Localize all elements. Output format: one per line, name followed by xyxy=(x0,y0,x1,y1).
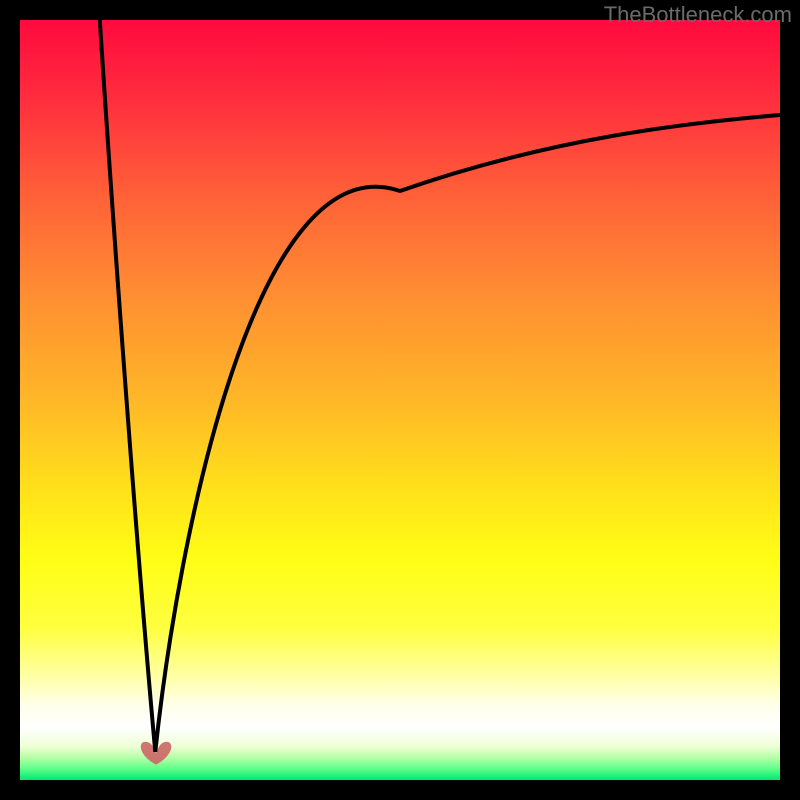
gradient-background xyxy=(20,20,780,780)
chart-container: TheBottleneck.com xyxy=(0,0,800,800)
watermark-label: TheBottleneck.com xyxy=(604,2,792,28)
bottleneck-chart xyxy=(0,0,800,800)
